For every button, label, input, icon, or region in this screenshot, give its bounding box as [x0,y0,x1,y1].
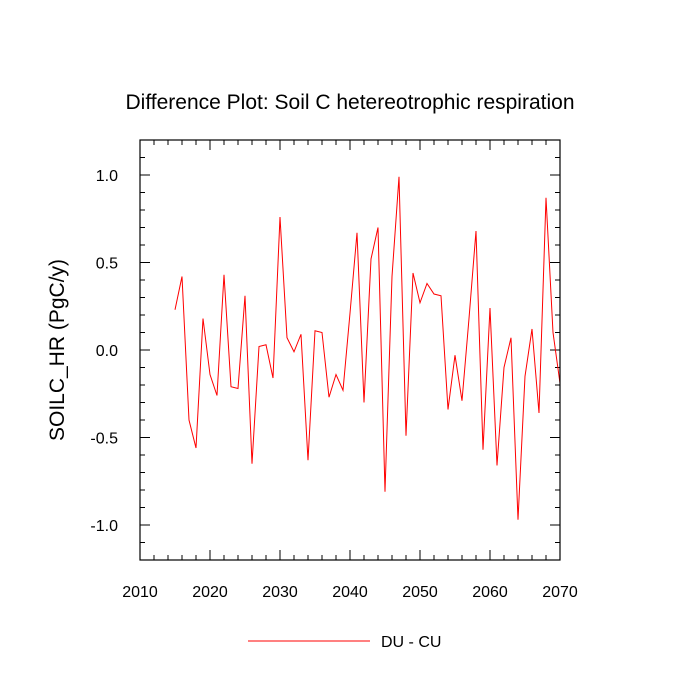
x-tick-label: 2030 [262,584,298,601]
axis-tick-labels: 2010 2020 2030 2040 2050 2060 2070 -1.0 -0.5 0.0 0… [90,168,577,601]
y-tick-label: -1.0 [90,518,118,535]
x-tick-label: 2060 [472,584,508,601]
y-tick-label: 0.5 [96,256,118,273]
series-layer [174,176,561,520]
y-tick-label: -0.5 [90,431,118,448]
y-tick-label: 1.0 [96,168,118,185]
legend: DU - CU [248,634,441,651]
x-tick-label: 2070 [542,584,578,601]
y-tick-label: 0.0 [96,343,118,360]
x-tick-label: 2040 [332,584,368,601]
legend-label: DU - CU [381,634,441,651]
y-axis-label: SOILC_HR (PgC/y) [46,259,69,441]
axis-ticks [139,140,561,560]
x-tick-label: 2050 [402,584,438,601]
x-tick-label: 2010 [122,584,158,601]
chart-title: Difference Plot: Soil C hetereotrophic r… [125,91,574,114]
x-tick-label: 2020 [192,584,228,601]
series-line [174,176,561,520]
plot-frame [139,139,561,561]
